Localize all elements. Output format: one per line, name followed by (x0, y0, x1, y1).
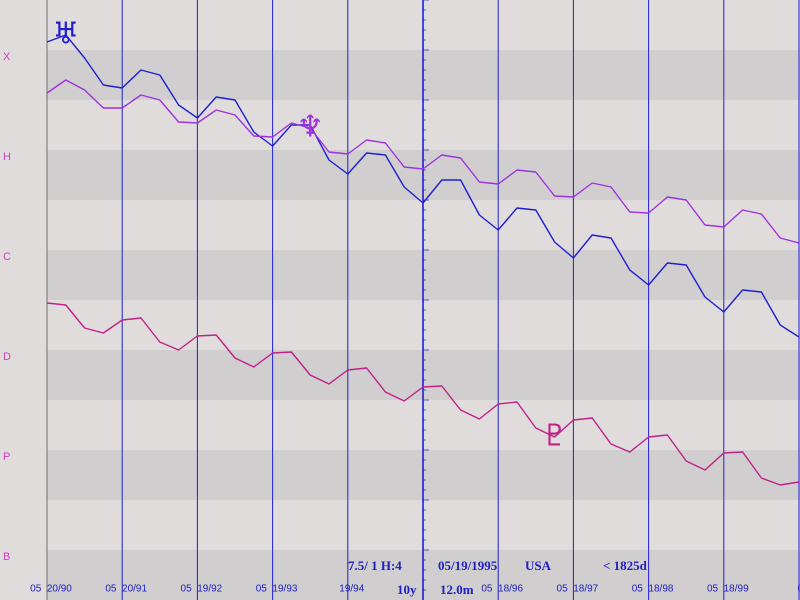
x-tick-label: 05 18/98 (632, 584, 674, 595)
y-tick-label: D (3, 351, 11, 363)
y-tick-label: P (3, 451, 10, 463)
info-date: 05/19/1995 (438, 558, 498, 573)
planet-glyph: ♇ (541, 419, 568, 454)
info-orb: 7.5/ 1 H:4 (348, 558, 402, 573)
y-tick-label: H (3, 151, 11, 163)
x-tick-label: 05 20/90 (30, 584, 72, 595)
x-tick-label: 19/94 (339, 584, 364, 595)
info-place: USA (525, 558, 552, 573)
planet-glyph: ♆ (297, 110, 324, 145)
series-line (46, 79, 800, 244)
info-range: 10y (397, 582, 417, 597)
y-tick-label: C (3, 251, 11, 263)
x-tick-label: 05 20/91 (105, 584, 147, 595)
series-line (46, 302, 800, 486)
x-tick-label: 05 19/92 (181, 584, 223, 595)
y-tick-label: B (3, 551, 10, 563)
info-span: < 1825d (603, 558, 648, 573)
x-tick-label: 05 (797, 584, 800, 595)
x-tick-label: 05 18/99 (707, 584, 749, 595)
x-tick-label: 05 19/93 (256, 584, 298, 595)
info-step: 12.0m (440, 582, 474, 597)
y-tick-label: X (3, 51, 11, 63)
planet-glyph: ♅ (52, 17, 79, 52)
x-tick-label: 05 18/96 (481, 584, 523, 595)
x-tick-label: 05 18/97 (557, 584, 599, 595)
series-line (46, 34, 800, 338)
